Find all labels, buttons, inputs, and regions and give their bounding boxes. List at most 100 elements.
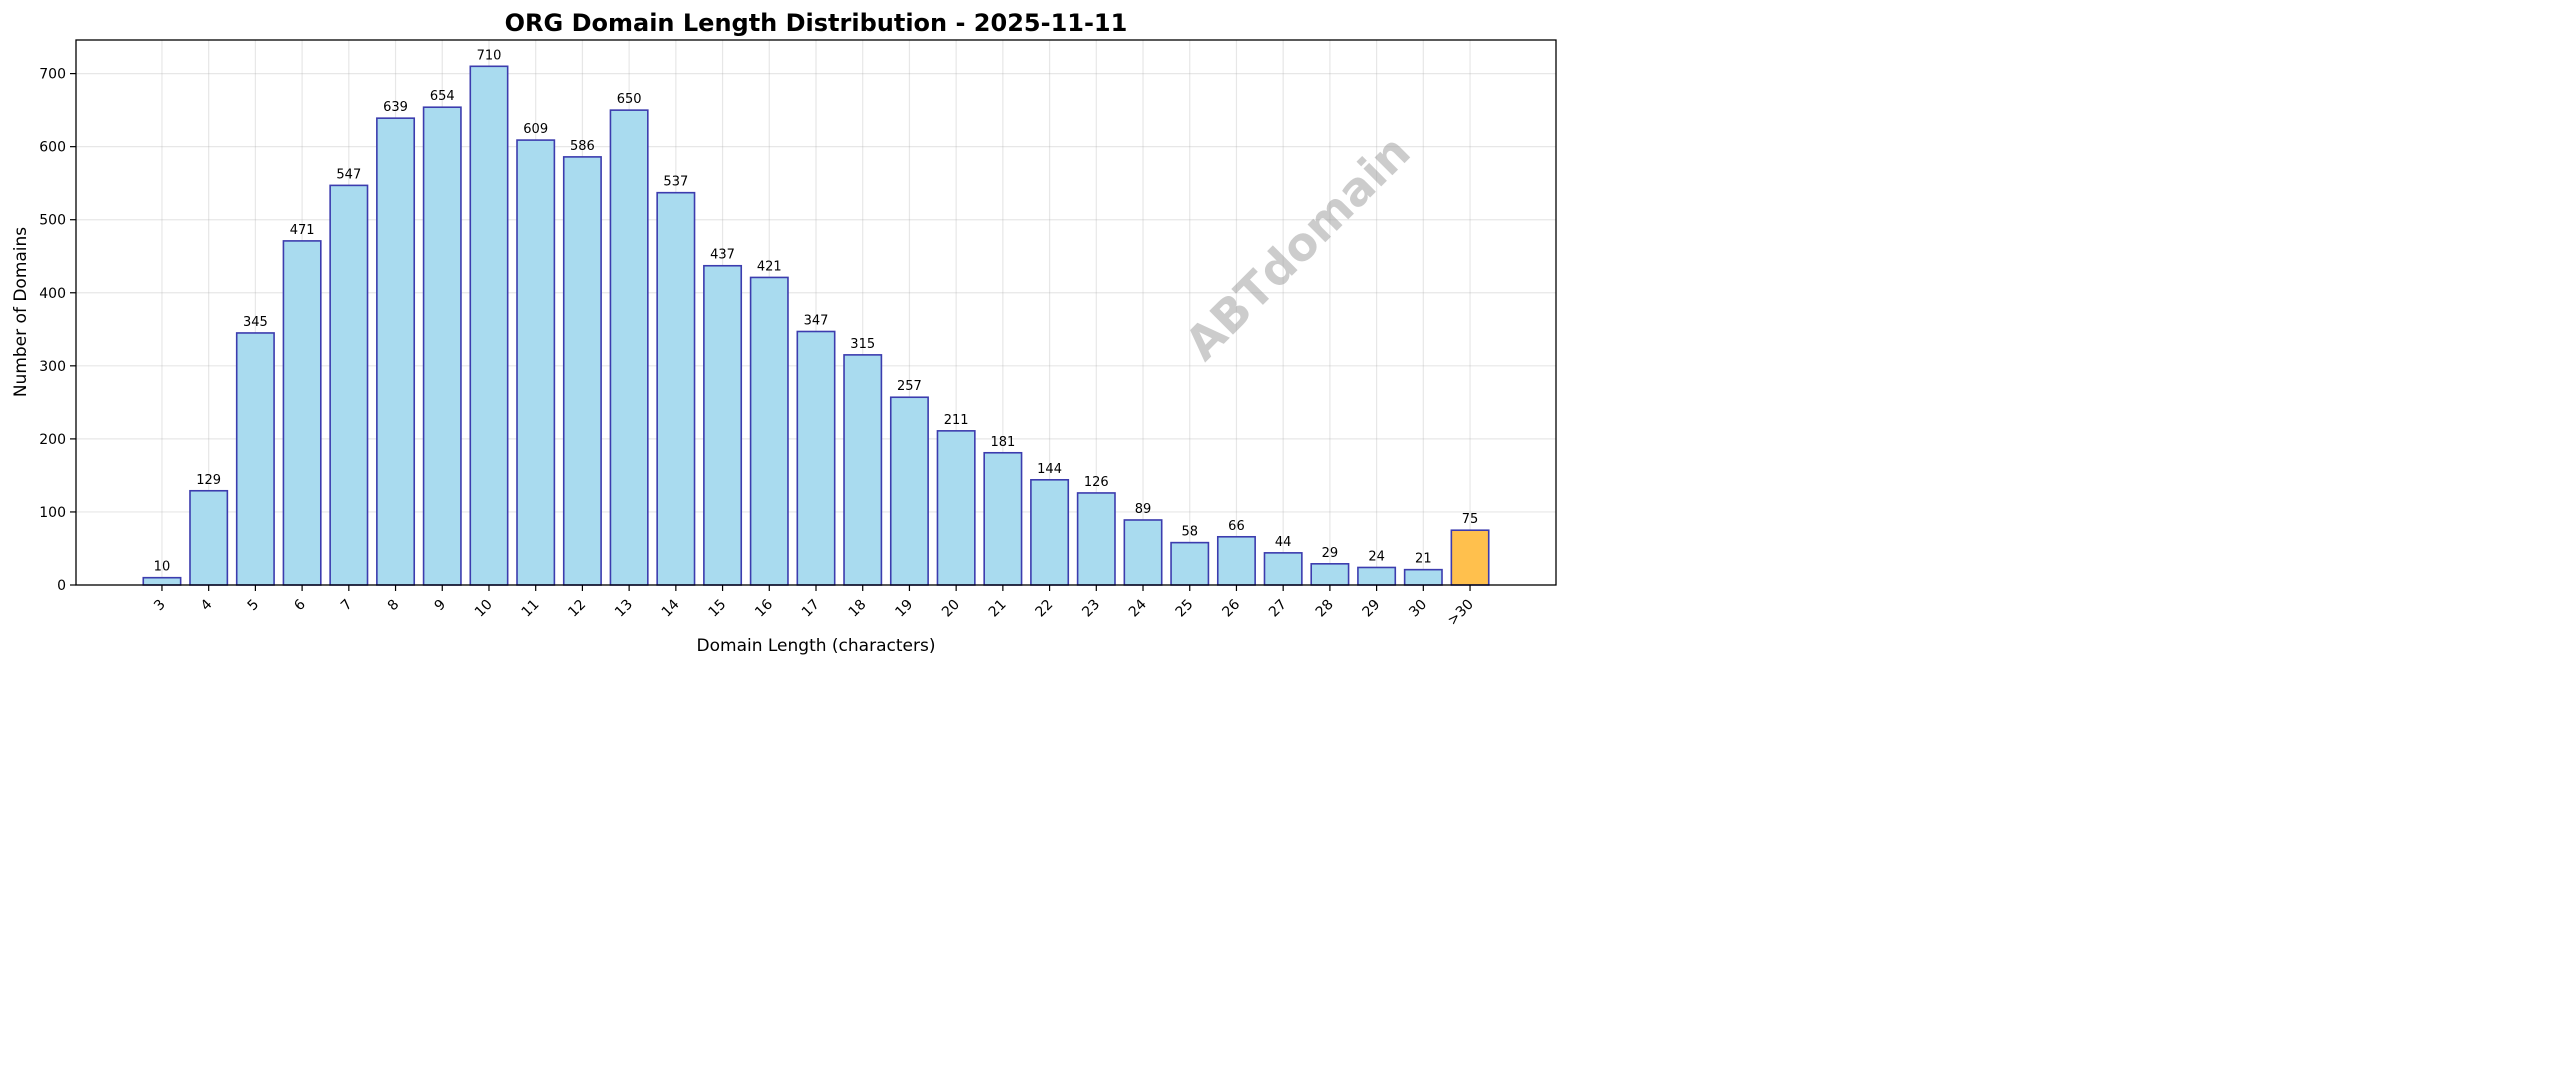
- bar-20: [936, 430, 976, 586]
- data-label: 437: [710, 248, 735, 263]
- data-label: 58: [1181, 525, 1198, 540]
- x-tick-label: 3: [151, 597, 169, 615]
- x-tick-label: 4: [198, 596, 216, 614]
- y-tick-label: 200: [39, 432, 66, 448]
- x-tick-label: 6: [291, 596, 309, 614]
- bar-12: [562, 156, 602, 586]
- y-axis: 0 100 200 300 400 500 600 700: [39, 67, 76, 594]
- data-label: 345: [243, 315, 268, 330]
- bar-4: [189, 489, 229, 586]
- x-tick-label: 13: [612, 597, 636, 621]
- x-tick-label: 19: [892, 597, 916, 621]
- x-tick-label: 20: [939, 597, 963, 621]
- bar-13: [609, 109, 649, 586]
- x-tick-label: 21: [986, 597, 1010, 621]
- data-label: 29: [1322, 546, 1339, 561]
- x-tick-label: 24: [1126, 596, 1150, 620]
- y-tick-label: 400: [39, 286, 66, 302]
- bar-5: [235, 332, 275, 586]
- data-labels: 10 129 345 471 547 639 654 710 609 586 650 537 437 42…: [154, 48, 1479, 574]
- data-label: 75: [1462, 512, 1479, 527]
- bars: [142, 65, 1490, 586]
- x-tick-label: 28: [1313, 597, 1337, 621]
- bar-22: [1030, 478, 1070, 586]
- x-tick-label: >30: [1445, 597, 1477, 629]
- data-label: 66: [1228, 519, 1245, 534]
- data-label: 609: [523, 122, 548, 137]
- data-label: 654: [430, 89, 455, 104]
- bar-14: [656, 191, 696, 586]
- y-tick-label: 600: [39, 140, 66, 156]
- data-label: 710: [477, 48, 502, 63]
- bar-25: [1170, 541, 1210, 586]
- bar-3: [142, 576, 182, 586]
- x-tick-label: 30: [1406, 597, 1430, 621]
- data-label: 126: [1084, 475, 1109, 490]
- x-tick-label: 26: [1219, 596, 1243, 620]
- bar-30: [1403, 568, 1443, 586]
- x-tick-label: 18: [846, 597, 870, 621]
- data-label: 347: [804, 313, 829, 328]
- data-label: 547: [336, 167, 361, 182]
- bar-21: [983, 451, 1023, 586]
- bar-28: [1310, 563, 1350, 586]
- data-label: 10: [154, 560, 171, 575]
- bar-15: [703, 264, 743, 586]
- bar-26: [1216, 535, 1256, 586]
- bar-16: [749, 276, 789, 586]
- bar-23: [1076, 492, 1116, 586]
- data-label: 586: [570, 139, 595, 154]
- data-label: 181: [990, 435, 1015, 450]
- y-tick-label: 500: [39, 213, 66, 229]
- bar-19: [889, 396, 929, 586]
- x-tick-label: 25: [1173, 597, 1197, 621]
- watermark: ABTdomain: [1174, 124, 1420, 370]
- x-tick-label: 9: [431, 597, 449, 615]
- y-tick-label: 700: [39, 67, 66, 83]
- data-label: 257: [897, 379, 922, 394]
- bar-18: [843, 354, 883, 586]
- x-tick-label: 16: [752, 596, 776, 620]
- x-tick-label: 12: [565, 597, 589, 621]
- x-tick-label: 11: [519, 597, 543, 621]
- bar-17: [796, 330, 836, 586]
- x-tick-label: 7: [338, 597, 356, 615]
- data-label: 129: [196, 473, 221, 488]
- y-tick-label: 300: [39, 359, 66, 375]
- y-tick-label: 0: [57, 578, 66, 594]
- bar-6: [282, 240, 322, 586]
- data-label: 89: [1135, 502, 1152, 517]
- data-label: 537: [663, 175, 688, 190]
- data-label: 471: [290, 223, 315, 238]
- data-label: 144: [1037, 462, 1062, 477]
- x-tick-label: 8: [385, 597, 403, 615]
- bar-29: [1357, 566, 1397, 586]
- x-tick-label: 15: [705, 597, 729, 621]
- bar-11: [516, 139, 556, 586]
- data-label: 211: [944, 413, 969, 428]
- bar-7: [329, 184, 369, 586]
- x-axis: 3 4 5 6 7 8 9 10 11 12 13 14 15 16 17 18 19 20 21 22 23 24 25 2…: [151, 585, 1477, 629]
- chart-title: ORG Domain Length Distribution - 2025-11…: [505, 9, 1128, 37]
- x-axis-label: Domain Length (characters): [697, 636, 936, 656]
- data-label: 639: [383, 100, 408, 115]
- bar-10: [469, 65, 509, 586]
- x-tick-label: 17: [799, 597, 823, 621]
- y-axis-label: Number of Domains: [11, 227, 31, 397]
- bar-27: [1263, 552, 1303, 586]
- data-label: 24: [1368, 549, 1385, 564]
- x-tick-label: 10: [472, 597, 496, 621]
- data-label: 315: [850, 337, 875, 352]
- bar-9: [422, 106, 462, 586]
- data-label: 421: [757, 259, 782, 274]
- x-tick-label: 14: [659, 596, 683, 620]
- x-tick-label: 5: [245, 597, 263, 615]
- bar-24: [1123, 519, 1163, 586]
- bar->30: [1450, 529, 1490, 586]
- x-tick-label: 23: [1079, 597, 1103, 621]
- y-tick-label: 100: [39, 505, 66, 521]
- data-label: 44: [1275, 535, 1292, 550]
- data-label: 21: [1415, 552, 1432, 567]
- x-tick-label: 29: [1360, 597, 1384, 621]
